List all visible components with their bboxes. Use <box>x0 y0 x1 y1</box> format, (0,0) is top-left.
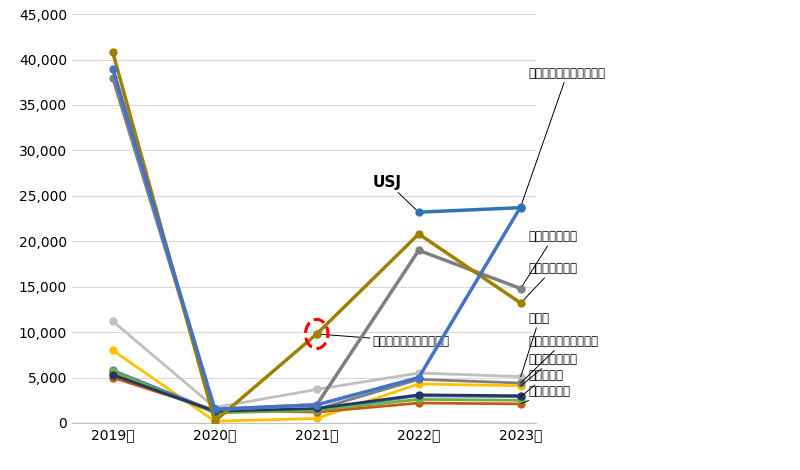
Text: ハウステンボス: ハウステンボス <box>521 262 578 303</box>
Text: ナガシマスパーランド: ナガシマスパーランド <box>521 335 599 383</box>
Text: レゴランド: レゴランド <box>521 369 564 397</box>
Text: 海遊館: 海遊館 <box>521 312 550 376</box>
Text: ひたち海浜公園: ひたち海浜公園 <box>521 230 578 289</box>
Text: USJ: USJ <box>373 175 418 212</box>
Text: ハワイアンズ: ハワイアンズ <box>521 385 571 404</box>
Text: 志摩スペイン村: 志摩スペイン村 <box>521 353 578 386</box>
Text: あしかがフラワーパーク: あしかがフラワーパーク <box>521 67 606 207</box>
Text: アドベンチャーワールド: アドベンチャーワールド <box>317 334 450 348</box>
